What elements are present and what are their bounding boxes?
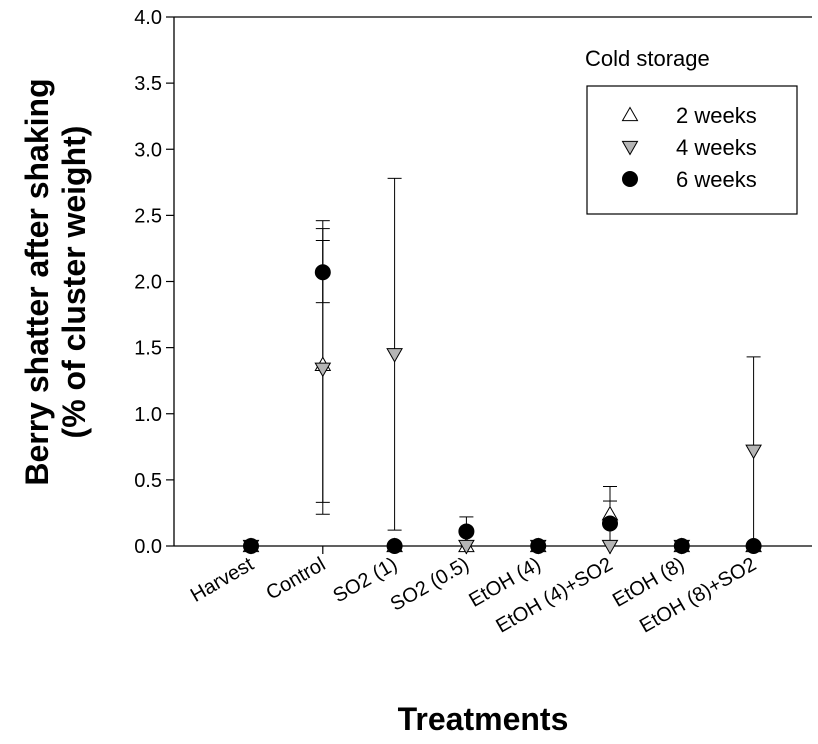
legend-title: Cold storage xyxy=(585,46,710,71)
x-tick-label: Harvest xyxy=(187,553,258,607)
point-6-weeks xyxy=(458,523,475,540)
point-6-weeks xyxy=(530,538,547,554)
legend-marker xyxy=(621,106,639,122)
legend-label: 2 weeks xyxy=(676,103,757,128)
point-6-weeks xyxy=(673,538,690,554)
legend-marker xyxy=(621,140,639,156)
x-tick-label: Control xyxy=(262,553,329,604)
point-4-weeks xyxy=(601,539,619,555)
point-6-weeks xyxy=(602,515,618,532)
legend-box xyxy=(586,85,798,215)
legend: Cold storage 2 weeks 4 weeks 6 weeks xyxy=(585,46,798,215)
point-6-weeks xyxy=(386,538,403,554)
y-tick-label: 3.0 xyxy=(134,139,162,161)
y-tick-label: 3.5 xyxy=(134,73,162,95)
point-4-weeks xyxy=(314,362,332,378)
legend-label: 6 weeks xyxy=(676,167,757,192)
x-ticks: Harvest Control SO2 (1)SO2 (0.5)EtOH (4)Et… xyxy=(187,546,760,638)
point-6-weeks xyxy=(745,538,762,554)
y-ticks: 0.0 0.5 1.0 1.5 2.0 2.5 3.0 3.5 4.0 xyxy=(134,7,174,558)
legend-label: 4 weeks xyxy=(676,135,757,160)
legend-items: 2 weeks 4 weeks 6 weeks xyxy=(621,103,757,192)
y-axis-title-line2: (% of cluster weight) xyxy=(56,126,92,439)
point-6-weeks xyxy=(243,538,259,554)
y-tick-label: 4.0 xyxy=(134,7,162,29)
error-bars xyxy=(315,177,761,546)
point-4-weeks xyxy=(458,539,475,555)
point-4-weeks xyxy=(745,444,762,460)
y-tick-label: 1.0 xyxy=(134,404,162,426)
y-tick-label: 2.5 xyxy=(134,205,162,227)
x-axis-title: Treatments xyxy=(398,701,569,737)
y-tick-label: 0.0 xyxy=(134,536,162,558)
y-tick-label: 0.5 xyxy=(134,470,162,492)
legend-marker xyxy=(622,171,638,187)
y-axis-title-line1: Berry shatter after shaking xyxy=(19,78,55,485)
x-tick-label: SO2 (0.5) xyxy=(387,553,473,615)
y-tick-label: 2.0 xyxy=(134,272,162,294)
point-4-weeks xyxy=(386,348,403,363)
data-points xyxy=(242,264,762,555)
point-6-weeks xyxy=(314,264,331,281)
y-tick-label: 1.5 xyxy=(134,338,162,360)
